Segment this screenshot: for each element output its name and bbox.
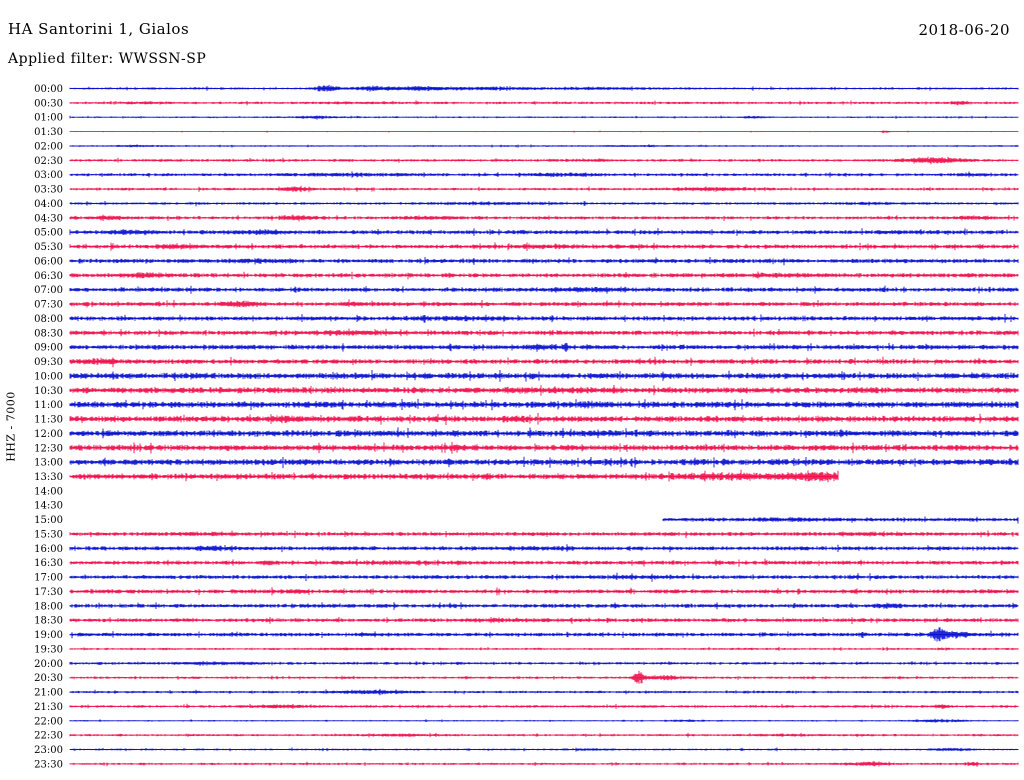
trace-time-label: 00:30 <box>34 98 63 109</box>
trace-waveform-2130 <box>69 703 1019 709</box>
trace-time-label: 05:00 <box>34 228 63 239</box>
trace-time-label: 07:30 <box>34 300 63 311</box>
trace-time-label: 01:00 <box>34 113 63 124</box>
trace-time-label: 13:00 <box>34 458 63 469</box>
trace-waveform-0600 <box>69 257 1019 266</box>
trace-waveform-1330 <box>69 469 839 483</box>
trace-waveform-0800 <box>69 314 1019 323</box>
trace-waveform-0830 <box>69 328 1019 337</box>
filter-label: Applied filter: WWSSN-SP <box>8 51 207 67</box>
trace-waveform-2000 <box>69 660 1019 666</box>
trace-waveform-1730 <box>69 587 1019 596</box>
trace-waveform-2300 <box>69 747 1019 752</box>
station-title: HA Santorini 1, Gialos <box>8 20 190 38</box>
trace-waveform-1930 <box>69 646 1019 651</box>
trace-time-label: 09:30 <box>34 357 63 368</box>
trace-waveform-0000 <box>69 84 1019 92</box>
trace-time-label: 11:30 <box>34 415 63 426</box>
trace-waveform-0030 <box>69 100 1019 106</box>
trace-waveform-2200 <box>69 718 1019 723</box>
trace-waveform-1500 <box>662 516 1019 524</box>
trace-waveform-0700 <box>69 285 1019 294</box>
trace-time-label: 14:00 <box>34 486 63 497</box>
trace-time-label: 03:30 <box>34 185 63 196</box>
trace-waveform-1200 <box>69 427 1019 439</box>
trace-time-label: 10:00 <box>34 371 63 382</box>
trace-waveform-1700 <box>69 572 1019 582</box>
trace-waveform-0230 <box>69 156 1019 165</box>
trace-waveform-1130 <box>69 413 1019 425</box>
trace-time-label: 20:00 <box>34 659 63 670</box>
trace-time-label: 02:30 <box>34 156 63 167</box>
trace-time-label: 13:30 <box>34 472 63 483</box>
trace-time-label: 04:30 <box>34 213 63 224</box>
trace-time-label: 18:00 <box>34 601 63 612</box>
trace-time-label: 00:00 <box>34 84 63 95</box>
trace-waveform-0200 <box>69 144 1019 148</box>
trace-time-label: 23:30 <box>34 759 63 770</box>
trace-time-label: 17:30 <box>34 587 63 598</box>
trace-time-label: 06:00 <box>34 256 63 267</box>
trace-waveform-0930 <box>69 356 1019 368</box>
plot-date: 2018-06-20 <box>918 21 1010 39</box>
trace-waveform-0730 <box>69 299 1019 308</box>
trace-time-label: 22:00 <box>34 716 63 727</box>
trace-time-label: 21:30 <box>34 702 63 713</box>
trace-time-label: 06:30 <box>34 271 63 282</box>
trace-time-label: 15:00 <box>34 515 63 526</box>
trace-time-label: 15:30 <box>34 530 63 541</box>
trace-time-label: 09:00 <box>34 343 63 354</box>
trace-waveform-1800 <box>69 602 1019 610</box>
trace-waveform-1000 <box>69 370 1019 382</box>
trace-time-label: 21:00 <box>34 688 63 699</box>
trace-waveform-2330 <box>69 761 1019 767</box>
trace-waveform-0630 <box>69 271 1019 280</box>
trace-waveform-1030 <box>69 385 1019 396</box>
trace-waveform-1600 <box>69 544 1019 553</box>
trace-time-label: 18:30 <box>34 616 63 627</box>
trace-time-label: 23:00 <box>34 745 63 756</box>
trace-waveform-0130 <box>69 130 1019 134</box>
trace-time-label: 08:30 <box>34 328 63 339</box>
trace-waveform-2100 <box>69 688 1019 696</box>
trace-time-label: 20:30 <box>34 673 63 684</box>
trace-waveform-0100 <box>69 115 1019 120</box>
trace-time-label: 08:00 <box>34 314 63 325</box>
trace-time-label: 16:30 <box>34 558 63 569</box>
trace-waveform-2030 <box>69 670 1019 684</box>
trace-time-label: 14:30 <box>34 501 63 512</box>
trace-waveform-0430 <box>69 214 1019 222</box>
trace-waveform-0400 <box>69 201 1019 207</box>
trace-waveform-1230 <box>69 441 1019 454</box>
trace-waveform-2230 <box>69 732 1019 738</box>
trace-time-label: 05:30 <box>34 242 63 253</box>
trace-waveform-1530 <box>69 530 1019 538</box>
trace-time-label: 12:00 <box>34 429 63 440</box>
trace-time-label: 11:00 <box>34 400 63 411</box>
trace-time-label: 12:30 <box>34 443 63 454</box>
trace-waveform-0300 <box>69 171 1019 178</box>
trace-waveform-0330 <box>69 185 1019 193</box>
trace-time-label: 17:00 <box>34 573 63 584</box>
trace-waveform-1300 <box>69 456 1019 469</box>
trace-waveform-1830 <box>69 616 1019 624</box>
trace-waveform-0900 <box>69 342 1019 352</box>
trace-time-label: 19:00 <box>34 630 63 641</box>
trace-time-label: 03:00 <box>34 170 63 181</box>
trace-time-label: 16:00 <box>34 544 63 555</box>
trace-waveform-1630 <box>69 558 1019 567</box>
trace-waveform-0500 <box>69 228 1019 236</box>
trace-waveform-1900 <box>69 627 1019 642</box>
trace-time-label: 22:30 <box>34 731 63 742</box>
trace-time-label: 01:30 <box>34 127 63 138</box>
trace-time-label: 02:00 <box>34 142 63 153</box>
trace-time-label: 04:00 <box>34 199 63 210</box>
trace-time-label: 10:30 <box>34 386 63 397</box>
trace-waveform-0530 <box>69 242 1019 251</box>
trace-waveform-1100 <box>69 398 1019 411</box>
trace-time-label: 07:00 <box>34 285 63 296</box>
trace-time-label: 19:30 <box>34 644 63 655</box>
